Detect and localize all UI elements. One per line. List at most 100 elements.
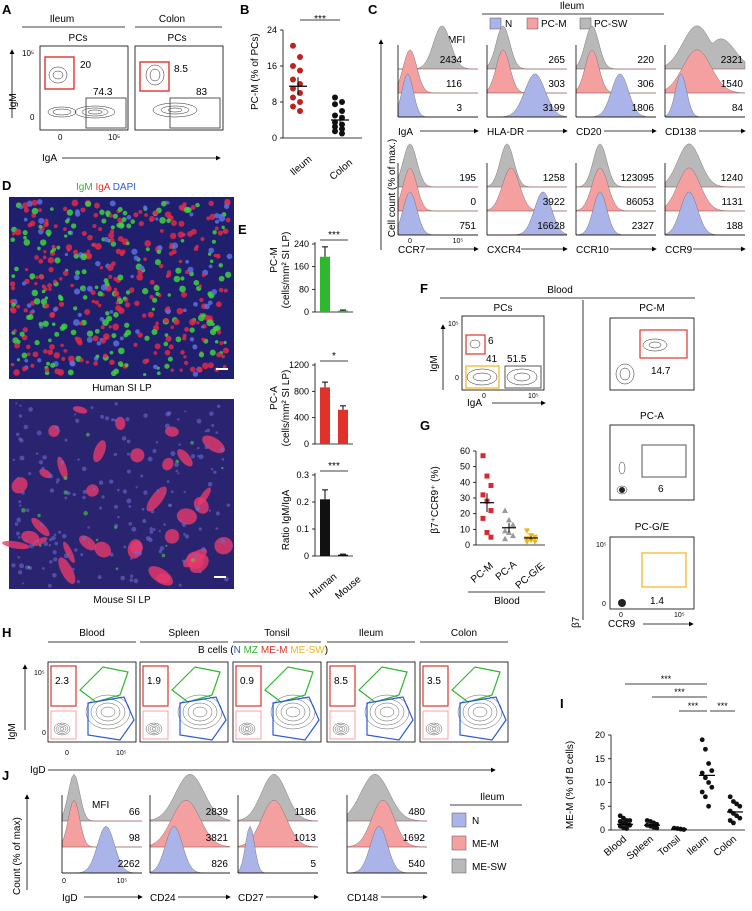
i-cat-label: Ileum xyxy=(685,834,711,858)
h-mem-pct: 1.9 xyxy=(147,676,161,687)
j-ylabel: Count (% of max) xyxy=(12,817,23,895)
c-mfi-value: 1258 xyxy=(543,173,566,184)
c-hist-cxcr4: 1258 3922 16628 CXCR4 xyxy=(486,143,568,256)
c-legend-pcm: PC-M xyxy=(541,19,567,30)
e-ylabel-2: PC-A xyxy=(269,386,280,410)
f-gate-pca: 41 xyxy=(486,354,498,365)
a-ileum-iga-pct: 74.3 xyxy=(93,87,113,98)
h-plot-blood: Blood 2.3 xyxy=(47,628,137,743)
svg-text:10⁵: 10⁵ xyxy=(596,542,607,549)
g-point xyxy=(484,529,490,535)
j-mfi-value: 1013 xyxy=(294,833,317,844)
i-ytick: 20 xyxy=(595,730,605,740)
e-bar xyxy=(320,499,330,556)
i-point xyxy=(731,820,736,826)
f-pcm-value: 14.7 xyxy=(651,366,671,377)
i-point xyxy=(703,775,708,781)
c-legend-pcsw-swatch xyxy=(579,17,592,30)
g-point xyxy=(480,515,486,521)
c-legend-pcm-swatch xyxy=(526,17,539,30)
g-ytick: 50 xyxy=(460,462,470,472)
i-ytick: 10 xyxy=(595,778,605,788)
a-gate-iga-colon xyxy=(169,97,221,129)
e-bar xyxy=(338,310,348,312)
i-significance: *** xyxy=(717,701,728,711)
f-pcs-title: PCs xyxy=(494,303,513,314)
g-ytick: 40 xyxy=(460,477,470,487)
f-pcs-plot xyxy=(461,315,545,391)
f-pcge-title: PC-G/E xyxy=(635,522,670,533)
j-mfi-value: 66 xyxy=(129,807,141,818)
panel-label-c: C xyxy=(368,2,378,17)
a-colon-igm-pct: 8.5 xyxy=(174,64,188,75)
i-significance: *** xyxy=(688,701,699,711)
e-ytick: 1200 xyxy=(289,360,309,370)
j-marker-label: CD148 xyxy=(347,893,379,904)
c-mfi-value: 306 xyxy=(637,79,654,90)
e-significance: *** xyxy=(328,230,340,241)
b-point-colon xyxy=(332,94,338,101)
g-point xyxy=(480,492,486,498)
e-ytick: 160 xyxy=(294,262,309,272)
j-marker-label: CD24 xyxy=(150,893,176,904)
b-ytick: 8 xyxy=(272,97,277,107)
h-mem-pct: 3.5 xyxy=(427,676,441,687)
j-hist-cd148: 480 1692 540 CD148 xyxy=(346,773,428,904)
g-point xyxy=(532,539,538,545)
f-header: Blood xyxy=(547,285,573,296)
c-marker-label: CXCR4 xyxy=(487,245,521,256)
e-ytick: 0 xyxy=(304,551,309,561)
b-ytick: 24 xyxy=(267,25,277,35)
panel-j: Count (% of max) MFI 66 98 2262 IgD 0 10⁵ 2839… xyxy=(12,773,522,904)
b-point-colon xyxy=(332,128,338,135)
c-mfi-value: 2434 xyxy=(440,55,463,66)
svg-text:0: 0 xyxy=(455,375,459,382)
g-cat-pcge: PC-G/E xyxy=(514,561,548,592)
b-point-colon xyxy=(332,119,338,126)
i-point xyxy=(727,794,733,800)
svg-text:0: 0 xyxy=(619,612,623,619)
i-point xyxy=(627,818,633,823)
e-ytick: 800 xyxy=(294,386,309,396)
i-point xyxy=(737,815,743,821)
g-cat-pca: PC-A xyxy=(494,559,520,583)
b-point-ileum xyxy=(297,108,303,114)
c-mfi-value: 220 xyxy=(637,55,654,66)
e-ylabel-1: PC-M xyxy=(269,247,280,273)
b-point-ileum xyxy=(297,99,303,105)
h-mem-pct: 2.3 xyxy=(55,676,69,687)
d-legend-iga: IgA xyxy=(95,182,110,193)
j-legend-n: N xyxy=(472,816,479,827)
svg-text:10⁵: 10⁵ xyxy=(453,238,464,245)
panel-label-g: G xyxy=(420,418,430,433)
d-legend-dapi: DAPI xyxy=(113,182,136,193)
g-point xyxy=(488,482,494,488)
g-ytick: 20 xyxy=(460,509,470,519)
i-ytick: 15 xyxy=(595,754,605,764)
a-gate-colon: PCs xyxy=(168,33,187,44)
h-plot-colon: Colon 3.5 xyxy=(419,628,509,743)
c-marker-label: CCR9 xyxy=(665,245,693,256)
j-mfi-value: 2262 xyxy=(118,859,141,870)
g-point xyxy=(510,532,516,539)
h-subset-mem: ME-M xyxy=(261,645,288,656)
j-legend-title: Ileum xyxy=(480,792,504,803)
e-chart-3: 0 0.1 0.2 0.3 *** xyxy=(296,461,353,561)
g-point xyxy=(488,508,494,514)
b-point-ileum xyxy=(290,85,296,92)
b-point-colon xyxy=(339,126,345,132)
e-ytick: 80 xyxy=(299,284,309,294)
e-bar xyxy=(338,554,348,556)
b-point-ileum xyxy=(290,103,296,110)
i-point xyxy=(654,825,660,831)
svg-text:10⁵: 10⁵ xyxy=(528,393,539,400)
c-marker-label: CCR10 xyxy=(576,245,609,256)
i-point xyxy=(706,761,711,766)
g-point xyxy=(524,528,530,534)
b-point-colon xyxy=(339,108,345,114)
a-contours-colon xyxy=(145,64,198,118)
h-subset-n: N xyxy=(234,645,241,656)
i-point xyxy=(703,794,708,800)
c-mfi-value: 1540 xyxy=(721,79,744,90)
